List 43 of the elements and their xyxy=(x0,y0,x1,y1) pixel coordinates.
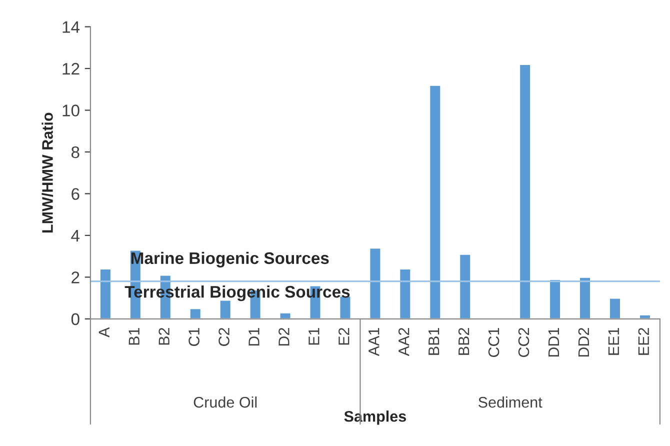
x-tick-label: E1 xyxy=(308,328,320,345)
bar xyxy=(188,308,202,319)
y-tick-label: 6 xyxy=(72,188,80,200)
x-tick-label: BB2 xyxy=(458,328,470,355)
x-tick-label: DD1 xyxy=(548,328,559,357)
x-tick-label: CC1 xyxy=(488,328,500,358)
bar xyxy=(398,268,412,319)
bar xyxy=(578,276,592,319)
bar xyxy=(428,84,442,319)
x-tick-label: A xyxy=(98,327,110,338)
bar xyxy=(278,312,292,319)
y-tick-label: 8 xyxy=(71,146,80,158)
x-tick-label: D1 xyxy=(248,328,260,346)
x-tick-label: C1 xyxy=(188,328,200,346)
y-tick-label: 12 xyxy=(62,62,80,75)
x-tick-label: AA1 xyxy=(368,328,380,356)
x-tick-label: EE1 xyxy=(608,328,619,355)
x-tick-label: EE2 xyxy=(638,328,649,355)
x-tick-label: B1 xyxy=(128,328,140,345)
y-tick-label: 0 xyxy=(71,313,80,326)
bar xyxy=(368,247,382,319)
bar xyxy=(608,297,622,319)
x-tick-label: AA2 xyxy=(398,328,410,356)
bar xyxy=(638,314,652,319)
bar xyxy=(518,64,532,319)
x-tick-label: BB1 xyxy=(428,328,440,355)
text: Crude Oil xyxy=(194,396,257,408)
x-tick-label: C2 xyxy=(218,328,230,346)
x-tick-label: B2 xyxy=(158,328,170,345)
y-tick-label: 4 xyxy=(71,230,80,242)
y-tick-label: 10 xyxy=(62,104,80,116)
y-tick-label: 2 xyxy=(72,272,80,284)
text: Sediment xyxy=(478,396,542,408)
x-axis-title: Samples xyxy=(344,410,406,425)
x-tick-label: CC2 xyxy=(518,328,530,358)
x-tick-label: D2 xyxy=(278,328,290,346)
y-axis-title: LMW/HMW Ratio xyxy=(42,112,54,232)
x-tick-label: DD2 xyxy=(578,328,589,357)
bar xyxy=(548,278,562,319)
bar xyxy=(99,268,112,319)
x-tick-label: E2 xyxy=(338,328,350,345)
y-tick-label: 14 xyxy=(62,21,80,33)
bar xyxy=(458,254,472,319)
